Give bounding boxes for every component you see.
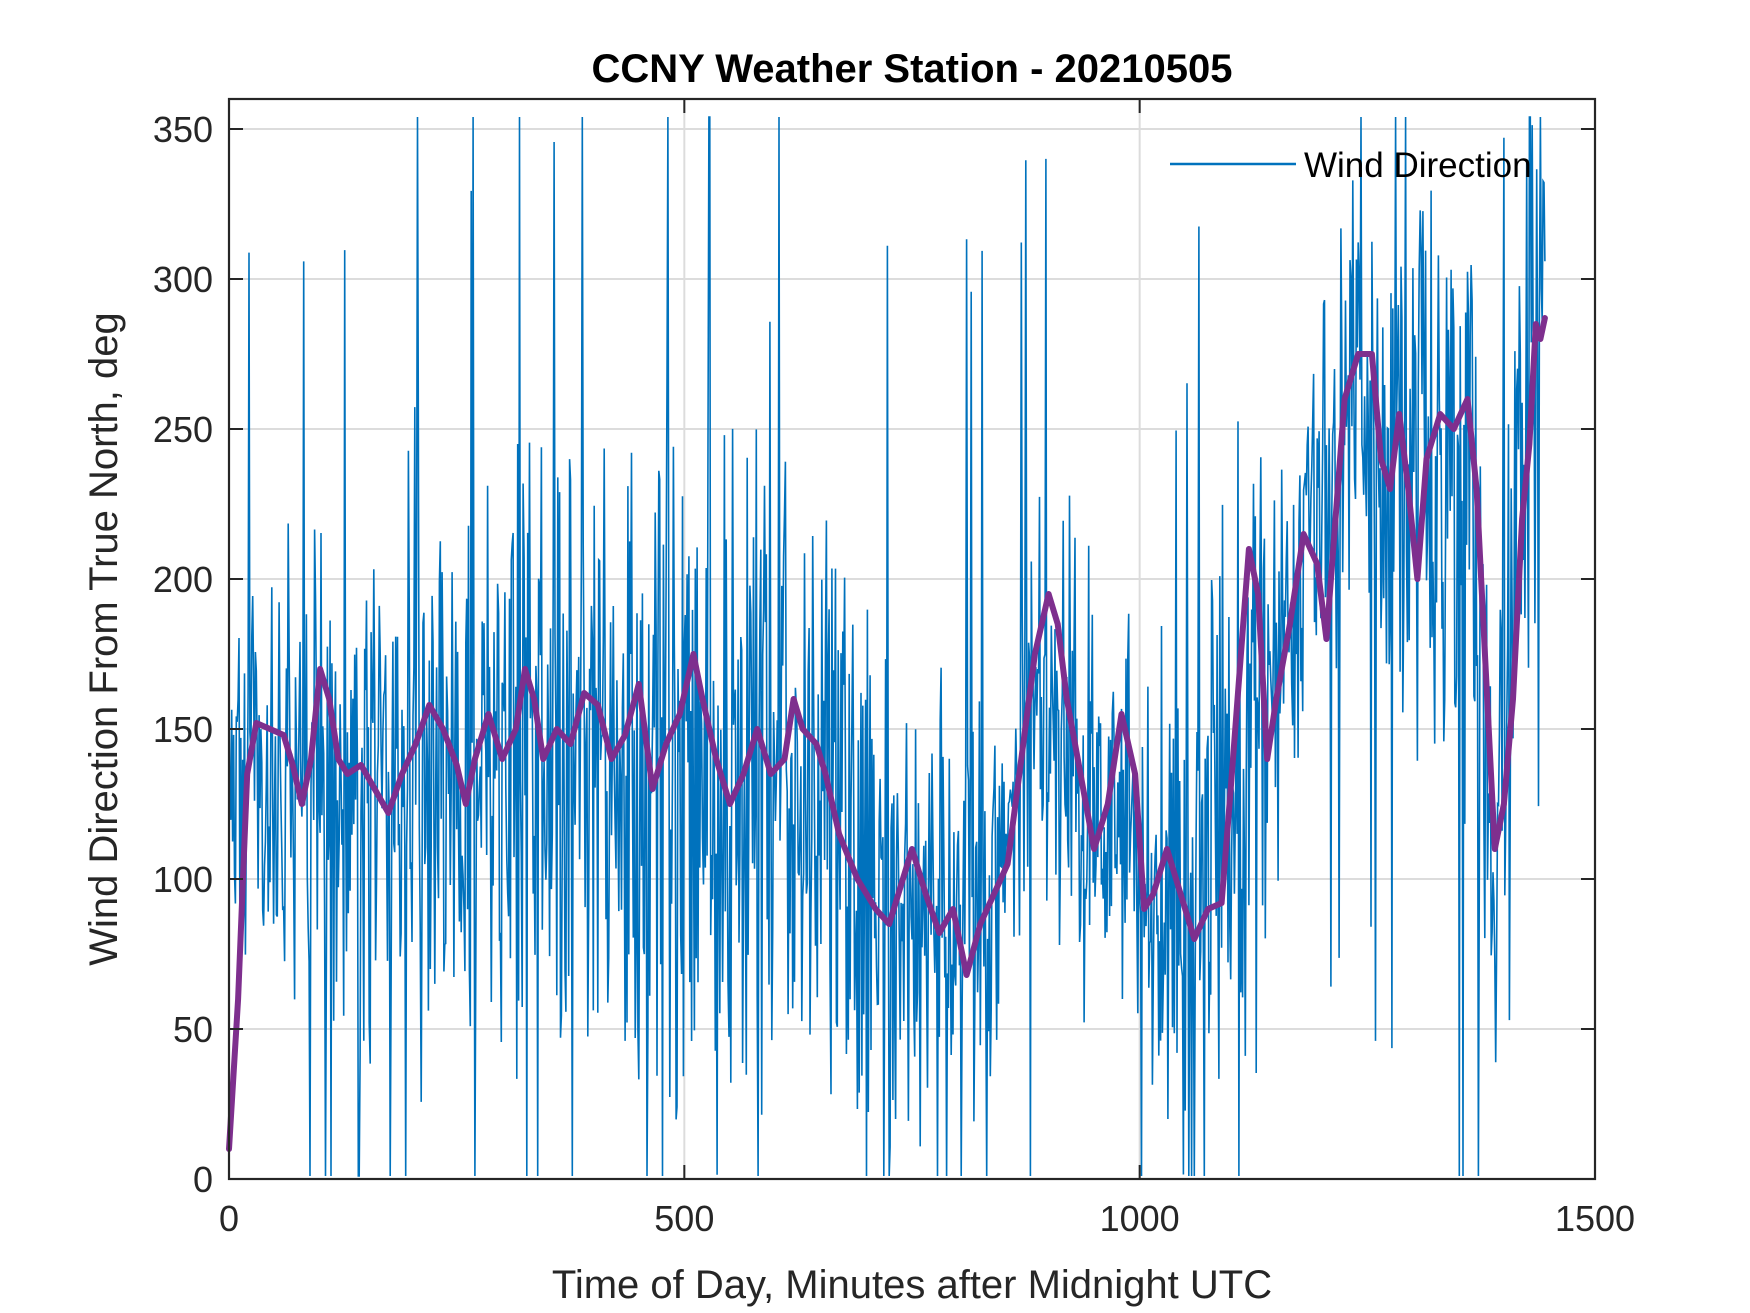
y-tick-label: 250 <box>153 409 213 450</box>
series-line-smoothed <box>226 315 1548 1152</box>
series-wind-direction <box>228 116 1546 1177</box>
x-tick-label: 0 <box>219 1198 239 1239</box>
y-tick-label: 100 <box>153 859 213 900</box>
y-tick-label: 300 <box>153 259 213 300</box>
plot-frame <box>227 97 1597 1181</box>
x-axis-label: Time of Day, Minutes after Midnight UTC <box>552 1263 1272 1307</box>
legend-label-wind-direction: Wind Direction <box>1304 146 1532 185</box>
x-tick-labels: 0 500 1000 1500 <box>219 1198 1635 1239</box>
y-tick-label: 150 <box>153 709 213 750</box>
y-tick-label: 50 <box>173 1009 213 1050</box>
y-tick-label: 200 <box>153 559 213 600</box>
series-line-wind-direction <box>228 116 1546 1177</box>
x-tick-label: 1500 <box>1555 1198 1635 1239</box>
x-tick-label: 1000 <box>1100 1198 1180 1239</box>
y-tick-labels: 0 50 100 150 200 250 300 350 <box>153 109 213 1200</box>
axis-ticks <box>228 99 1596 1180</box>
chart-title: CCNY Weather Station - 20210505 <box>592 47 1233 91</box>
series-smoothed <box>226 315 1548 1152</box>
y-tick-label: 0 <box>193 1159 213 1200</box>
y-tick-label: 350 <box>153 109 213 150</box>
x-tick-label: 500 <box>654 1198 714 1239</box>
y-axis-label: Wind Direction From True North, deg <box>82 312 126 966</box>
legend: Wind Direction <box>1170 146 1532 185</box>
